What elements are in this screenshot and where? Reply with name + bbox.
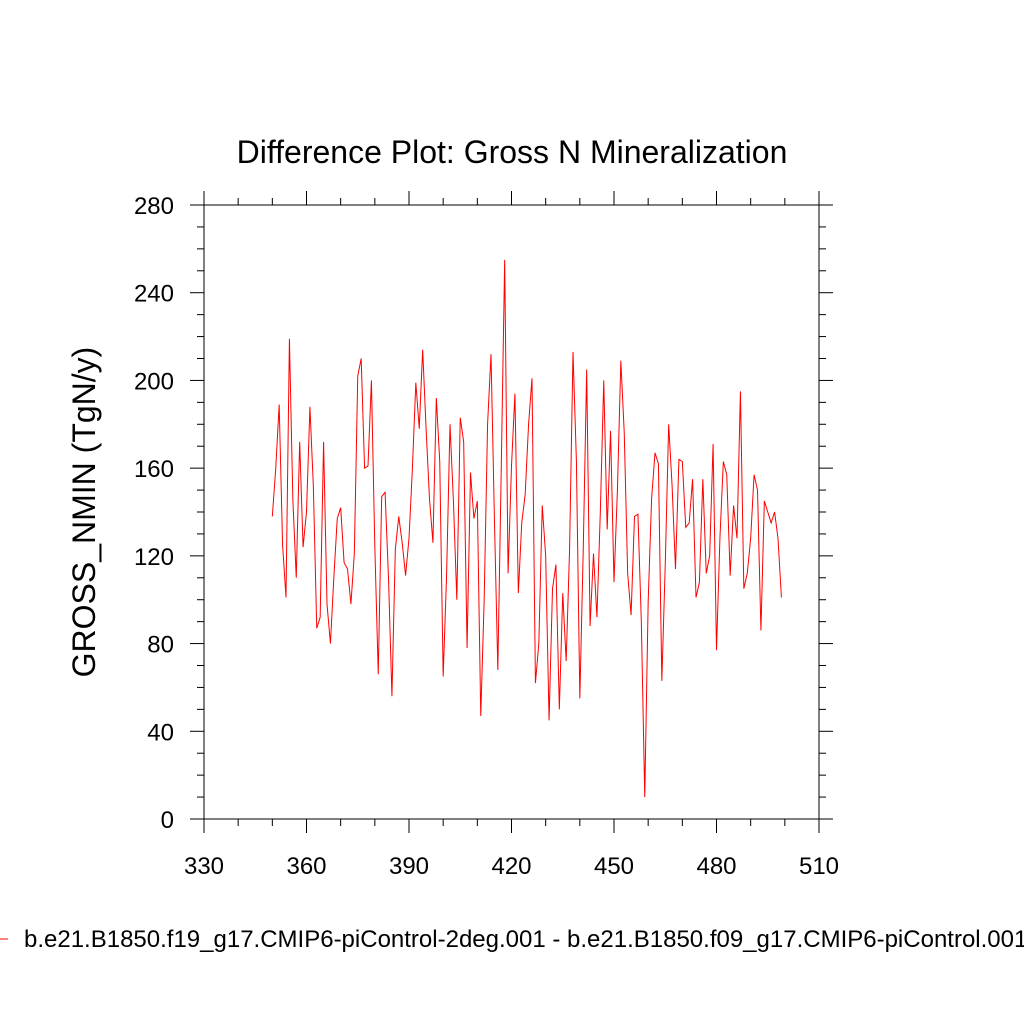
y-tick-label: 200 — [134, 368, 174, 395]
x-tick-label: 480 — [696, 853, 736, 880]
axis-ticks — [190, 191, 833, 833]
y-axis-label: GROSS_NMIN (TgN/y) — [66, 347, 102, 678]
x-tick-label: 330 — [184, 853, 224, 880]
legend-label: b.e21.B1850.f19_g17.CMIP6-piControl-2deg… — [24, 926, 1024, 953]
x-tick-label: 510 — [799, 853, 839, 880]
x-tick-label: 450 — [594, 853, 634, 880]
y-tick-label: 120 — [134, 544, 174, 571]
y-tick-label: 160 — [134, 456, 174, 483]
x-tick-label: 360 — [286, 853, 326, 880]
y-tick-label: 240 — [134, 281, 174, 308]
y-tick-label: 0 — [161, 807, 174, 834]
plot-frame — [203, 204, 820, 820]
series-line — [271, 259, 782, 798]
y-tick-label: 80 — [147, 632, 174, 659]
y-tick-label: 40 — [147, 719, 174, 746]
x-tick-label: 420 — [491, 853, 531, 880]
x-tick-label: 390 — [389, 853, 429, 880]
y-tick-label: 280 — [134, 193, 174, 220]
chart-title: Difference Plot: Gross N Mineralization — [237, 134, 788, 170]
tick-labels: 330 360 390 420 450 480 510 0 40 80 120 160 200 240 28… — [134, 193, 839, 880]
